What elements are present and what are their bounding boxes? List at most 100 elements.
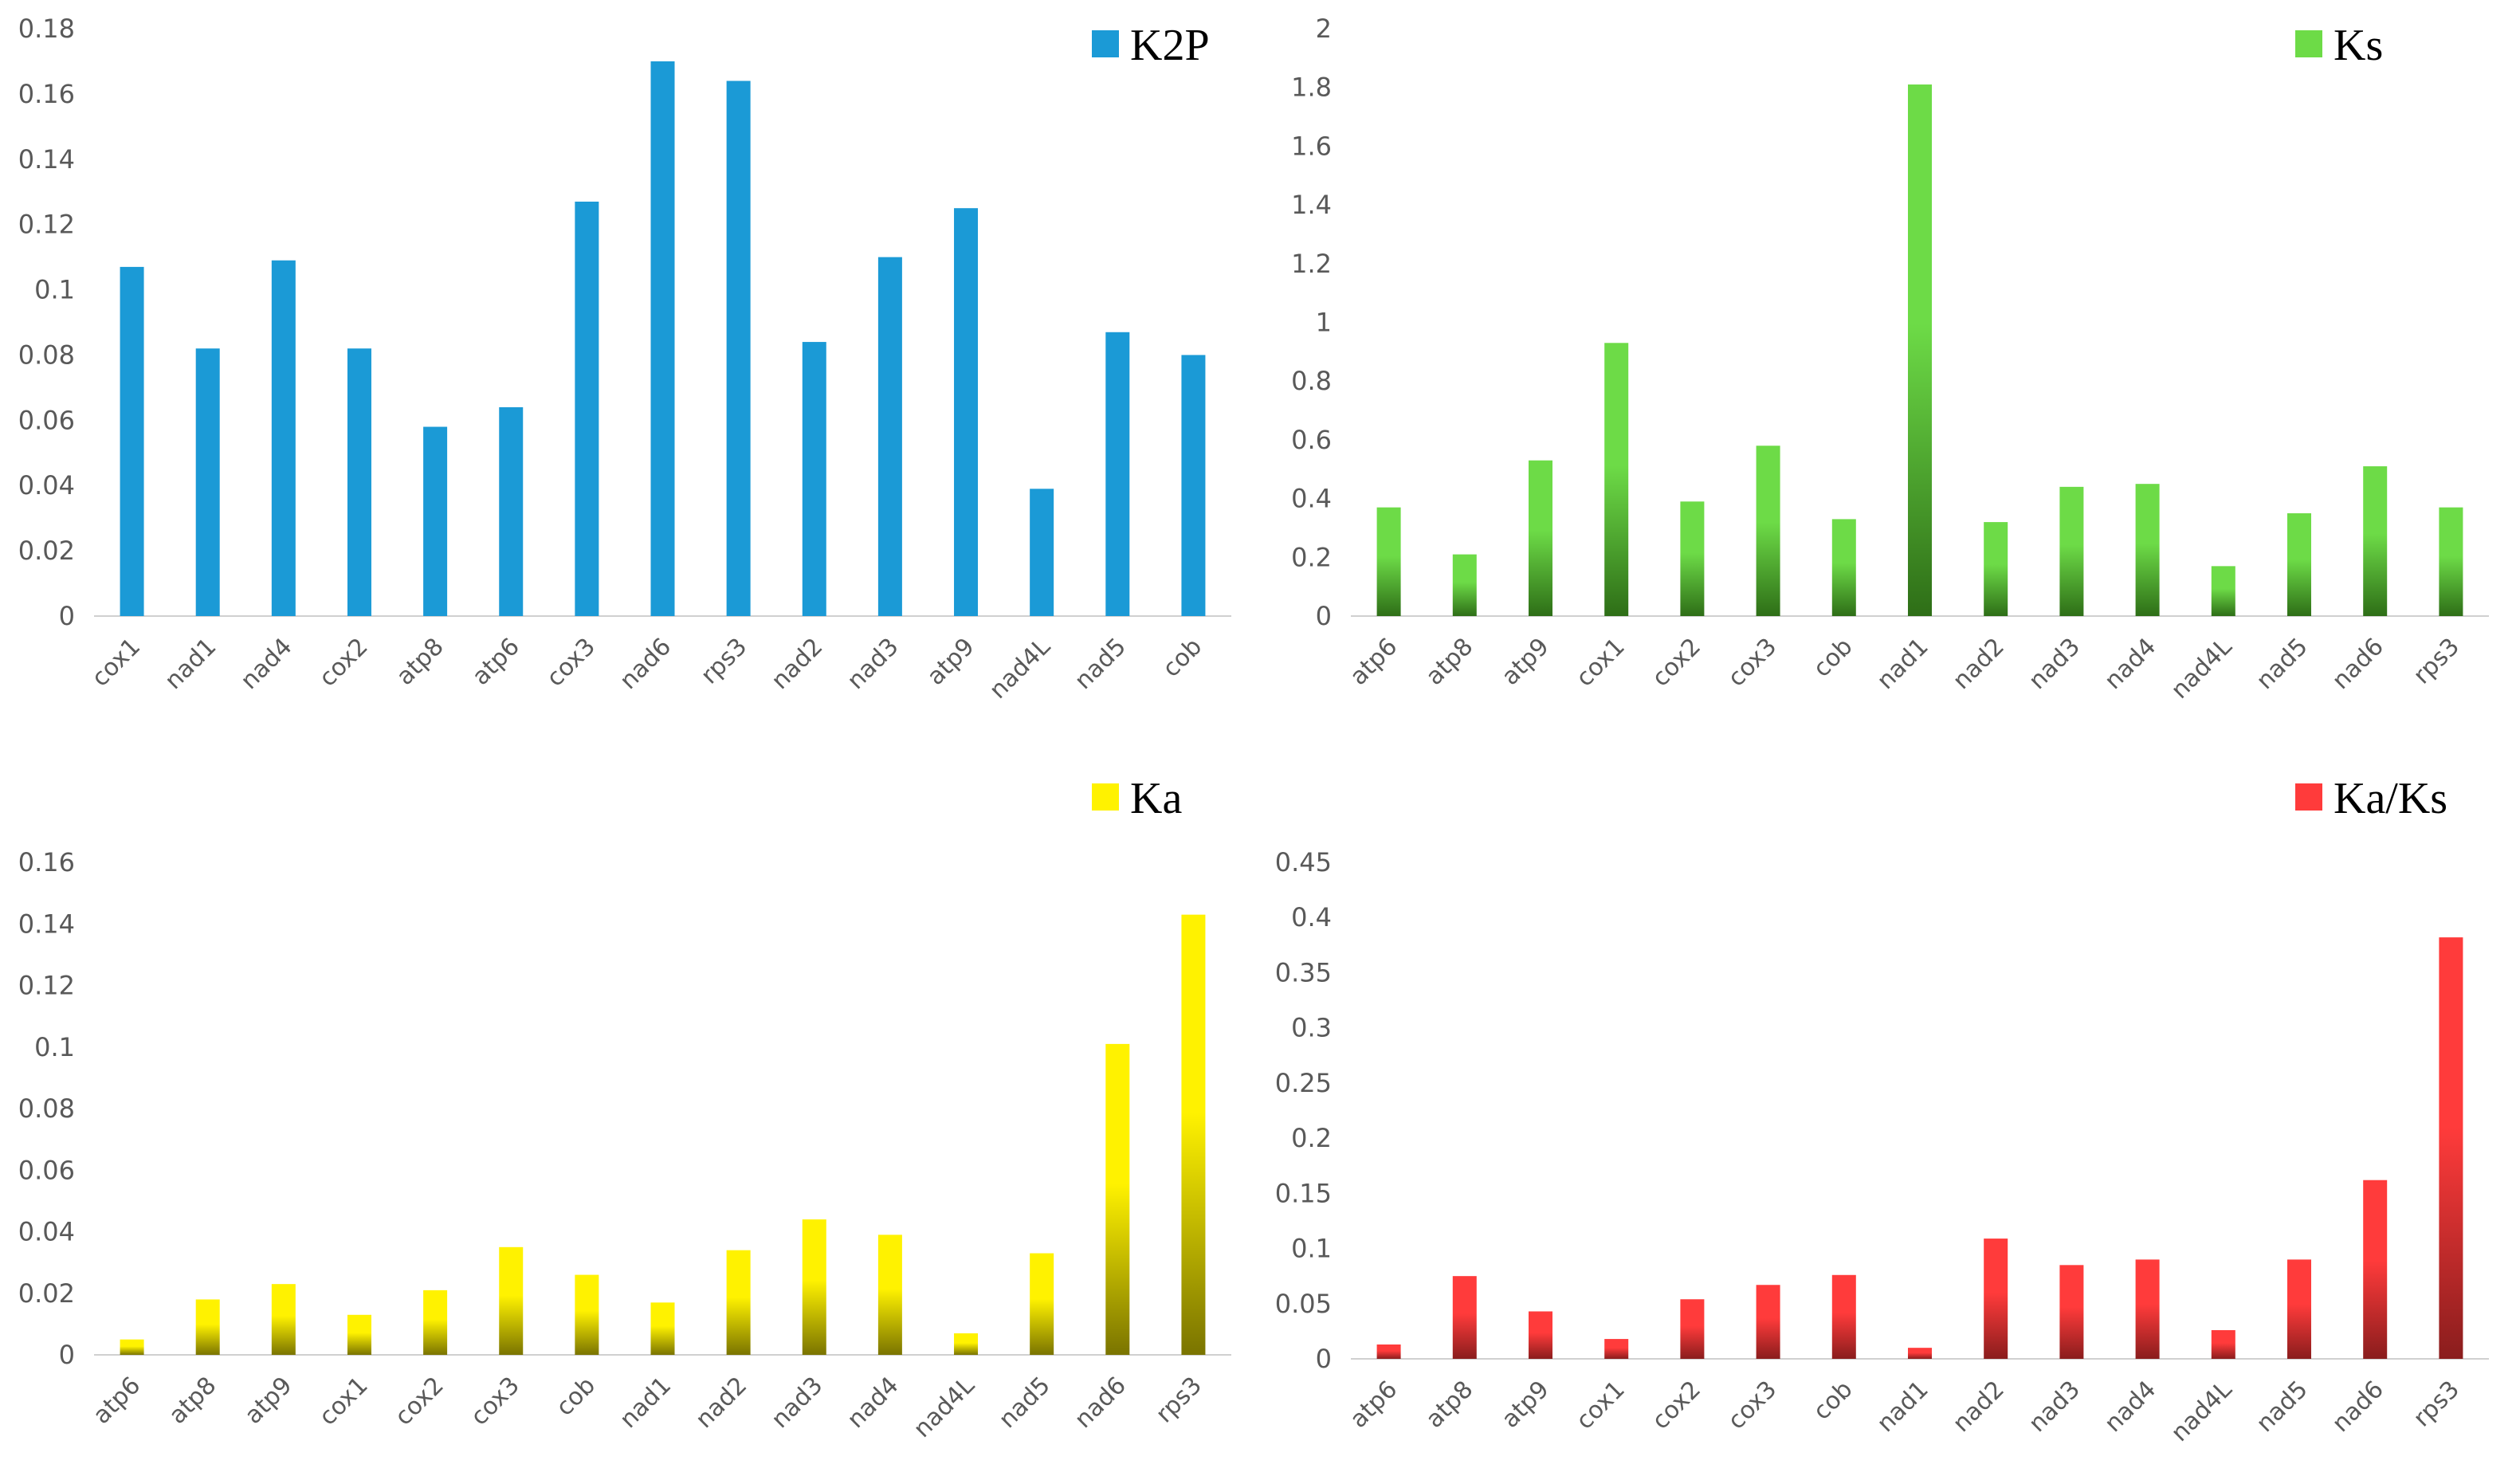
x-tick-label: cox3: [465, 1372, 525, 1431]
bar-nad5: [2287, 513, 2311, 616]
x-tick-label: cox1: [1571, 633, 1631, 693]
y-tick-label: 0: [59, 601, 75, 631]
x-tick-label: nad2: [690, 1372, 752, 1434]
x-tick-label: nad3: [2023, 1376, 2086, 1438]
y-tick-label: 0.4: [1291, 902, 1332, 932]
bar-cox3: [1756, 446, 1780, 616]
bar-atp8: [423, 426, 448, 616]
y-tick-label: 0.25: [1275, 1068, 1332, 1098]
bar-cox3: [499, 1246, 524, 1355]
bar-nad2: [726, 1250, 751, 1355]
y-tick-label: 1.6: [1291, 131, 1332, 161]
x-tick-label: nad1: [614, 1372, 677, 1434]
legend-ka: Ka: [1092, 774, 1182, 823]
y-tick-label: 0: [1316, 601, 1332, 631]
bar-cox2: [347, 348, 371, 616]
x-tick-label: cox3: [541, 633, 601, 693]
bar-atp8: [1452, 1276, 1477, 1359]
x-tick-label: nad3: [766, 1372, 828, 1434]
x-tick-label: nad5: [994, 1372, 1056, 1434]
bar-nad6: [2363, 466, 2388, 616]
y-tick-label: 1.8: [1291, 73, 1332, 103]
x-tick-label: nad5: [2251, 1376, 2313, 1438]
x-tick-label: nad5: [2251, 633, 2313, 695]
bar-cox1: [1604, 1339, 1629, 1359]
x-tick-label: atp9: [1497, 633, 1555, 691]
x-tick-label: nad2: [1948, 633, 2010, 695]
bar-rps3: [726, 80, 751, 616]
x-tick-label: nad6: [614, 633, 677, 695]
bar-nad5: [1030, 1253, 1054, 1355]
y-tick-label: 0.15: [1275, 1178, 1332, 1208]
legend-label: Ka: [1130, 774, 1182, 823]
bar-atp6: [120, 1339, 144, 1355]
x-tick-label: nad4: [2099, 633, 2161, 695]
x-tick-label: nad4L: [909, 1372, 980, 1443]
bar-atp9: [954, 208, 979, 616]
bar-cox2: [423, 1290, 448, 1355]
x-tick-label: nad1: [159, 633, 222, 695]
bar-nad3: [877, 257, 902, 616]
x-tick-label: cox2: [390, 1372, 449, 1431]
x-tick-label: nad3: [2023, 633, 2086, 695]
x-tick-label: atp8: [163, 1372, 222, 1430]
bar-cox3: [1756, 1285, 1780, 1359]
bar-nad3: [802, 1219, 826, 1355]
bar-cob: [1831, 1274, 1856, 1359]
x-tick-label: rps3: [696, 633, 752, 689]
bar-atp9: [271, 1284, 296, 1355]
y-tick-label: 0.04: [18, 470, 75, 501]
x-tick-label: atp6: [467, 633, 525, 691]
legend-label: Ka/Ks: [2334, 774, 2447, 823]
bar-nad5: [1105, 332, 1130, 616]
x-tick-label: atp6: [1344, 1376, 1403, 1434]
legend-label: K2P: [1130, 21, 1210, 70]
bar-nad1: [650, 1302, 675, 1355]
x-tick-label: nad4L: [2165, 1376, 2237, 1447]
y-tick-label: 1.2: [1291, 249, 1332, 279]
x-tick-label: cob: [1808, 1376, 1859, 1426]
bar-atp8: [195, 1299, 220, 1355]
x-tick-label: cox2: [1647, 633, 1706, 693]
legend-swatch: [1092, 783, 1119, 811]
x-tick-label: nad5: [1070, 633, 1132, 695]
bar-atp6: [499, 406, 524, 616]
legend-k2p: K2P: [1092, 21, 1210, 70]
x-tick-label: atp6: [88, 1372, 146, 1430]
bar-cox2: [1680, 1299, 1705, 1359]
bar-atp9: [1529, 1311, 1552, 1359]
bar-nad4L: [2211, 1330, 2235, 1359]
y-tick-label: 0.45: [1275, 847, 1332, 877]
bar-cox3: [575, 202, 599, 616]
y-tick-label: 0.06: [18, 405, 75, 435]
y-tick-label: 0.16: [18, 79, 75, 109]
y-tick-label: 2: [1316, 14, 1332, 44]
bar-nad4: [2135, 1259, 2160, 1359]
bar-nad6: [2363, 1180, 2388, 1359]
y-tick-label: 0: [59, 1340, 75, 1370]
y-tick-label: 0.02: [18, 1278, 75, 1309]
x-tick-label: cox2: [314, 633, 374, 693]
bar-cob: [1831, 519, 1856, 616]
bar-atp9: [1529, 460, 1552, 616]
bar-nad1: [1908, 1348, 1932, 1359]
x-tick-label: nad4L: [984, 633, 1056, 705]
bar-nad5: [2287, 1259, 2311, 1359]
y-tick-label: 1.4: [1291, 190, 1332, 220]
bar-nad1: [1908, 84, 1932, 616]
x-tick-label: cox3: [1722, 1376, 1782, 1435]
y-tick-label: 0.6: [1291, 425, 1332, 455]
bar-nad4L: [954, 1333, 979, 1355]
x-tick-label: cob: [1808, 633, 1859, 683]
x-tick-label: atp8: [391, 633, 449, 691]
y-tick-label: 0.14: [18, 144, 75, 175]
legend-swatch: [2295, 30, 2322, 57]
x-tick-label: atp6: [1344, 633, 1403, 691]
x-tick-label: nad6: [2327, 633, 2389, 695]
bar-cob: [1181, 355, 1206, 616]
bar-nad3: [2059, 486, 2084, 616]
x-tick-label: rps3: [1151, 1372, 1207, 1428]
y-tick-label: 0.06: [18, 1155, 75, 1185]
y-tick-label: 0.18: [18, 14, 75, 44]
